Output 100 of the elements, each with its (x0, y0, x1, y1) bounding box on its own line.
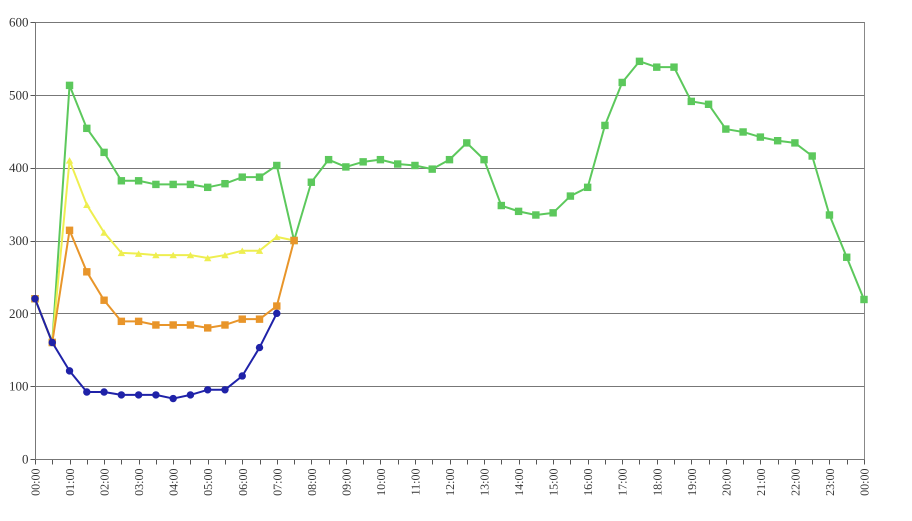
point (653, 63, 660, 71)
point (118, 250, 126, 256)
x-tick-label: 21:00 (754, 468, 768, 496)
point (791, 139, 799, 147)
point (566, 192, 574, 200)
point (100, 296, 108, 304)
point (204, 184, 212, 192)
point (549, 209, 557, 217)
point (463, 139, 470, 147)
x-tick-label: 17:00 (616, 468, 630, 496)
point (308, 178, 316, 186)
x-tick-label: 13:00 (478, 468, 492, 496)
y-tick-label: 100 (9, 378, 28, 394)
x-tick-label: 15:00 (546, 468, 561, 496)
x-tick-label: 10:00 (374, 468, 388, 496)
y-tick-label: 600 (9, 14, 28, 30)
point (152, 252, 160, 258)
point (134, 318, 142, 326)
x-tick-label: 07:00 (270, 468, 284, 496)
y-tick-label: 300 (9, 233, 28, 248)
point (256, 344, 264, 352)
point (843, 254, 850, 261)
point (636, 58, 644, 66)
point (238, 173, 246, 181)
point (722, 125, 730, 133)
point (756, 133, 764, 141)
point (204, 324, 212, 332)
point (273, 234, 280, 240)
point (359, 158, 367, 166)
x-tick-label: 11:00 (408, 468, 422, 496)
y-tick-label: 0 (22, 452, 28, 466)
point (774, 137, 782, 144)
point (152, 391, 160, 399)
x-tick-label: 19:00 (684, 468, 699, 496)
point (324, 156, 332, 164)
point (134, 391, 142, 399)
x-tick-label: 18:00 (650, 468, 664, 496)
point (739, 128, 747, 136)
point (169, 321, 177, 329)
y-tick-label: 500 (9, 87, 28, 102)
x-tick-label: 08:00 (304, 468, 319, 496)
x-tick-label: 00:00 (858, 468, 872, 496)
point (238, 315, 246, 323)
point (342, 163, 350, 171)
x-tick-label: 01:00 (63, 468, 78, 496)
point (704, 100, 712, 108)
point (169, 394, 177, 402)
point (256, 247, 264, 254)
x-tick-label: 00:00 (28, 468, 42, 496)
x-tick-label: 12:00 (443, 468, 457, 496)
point (134, 177, 142, 184)
point (514, 208, 522, 216)
point (83, 388, 91, 396)
point (100, 388, 108, 396)
point (601, 122, 609, 130)
point (532, 211, 540, 219)
point (66, 226, 74, 234)
point (221, 252, 229, 258)
x-tick-label: 20:00 (719, 468, 734, 496)
point (100, 148, 108, 156)
x-tick-label: 04:00 (166, 468, 181, 496)
point (100, 229, 108, 236)
point (428, 165, 436, 173)
x-tick-label: 03:00 (132, 468, 146, 496)
x-tick-label: 22:00 (788, 468, 802, 496)
point (498, 202, 506, 210)
point (204, 254, 212, 262)
point (169, 180, 177, 188)
point (118, 177, 126, 184)
point (273, 302, 280, 310)
point (66, 82, 74, 90)
point (169, 252, 177, 258)
point (394, 160, 402, 168)
point (118, 318, 126, 326)
point (238, 247, 246, 254)
point (256, 173, 264, 181)
point (446, 156, 454, 164)
point (83, 268, 91, 276)
point (618, 78, 626, 86)
point (152, 321, 160, 329)
point (670, 63, 678, 71)
point (221, 386, 229, 394)
point (66, 367, 74, 375)
x-tick-label: 16:00 (581, 468, 596, 496)
point (66, 157, 74, 164)
point (221, 180, 229, 188)
point (186, 391, 194, 399)
x-tick-label: 09:00 (339, 468, 354, 496)
point (204, 386, 212, 394)
point (480, 156, 488, 164)
point (808, 152, 816, 160)
point (152, 180, 160, 188)
x-tick-label: 06:00 (236, 468, 250, 496)
point (186, 180, 194, 188)
point (273, 310, 280, 318)
point (186, 252, 194, 258)
point (256, 315, 264, 323)
point (134, 250, 142, 257)
y-tick-label: 400 (9, 160, 28, 176)
x-tick-label: 14:00 (512, 468, 526, 496)
